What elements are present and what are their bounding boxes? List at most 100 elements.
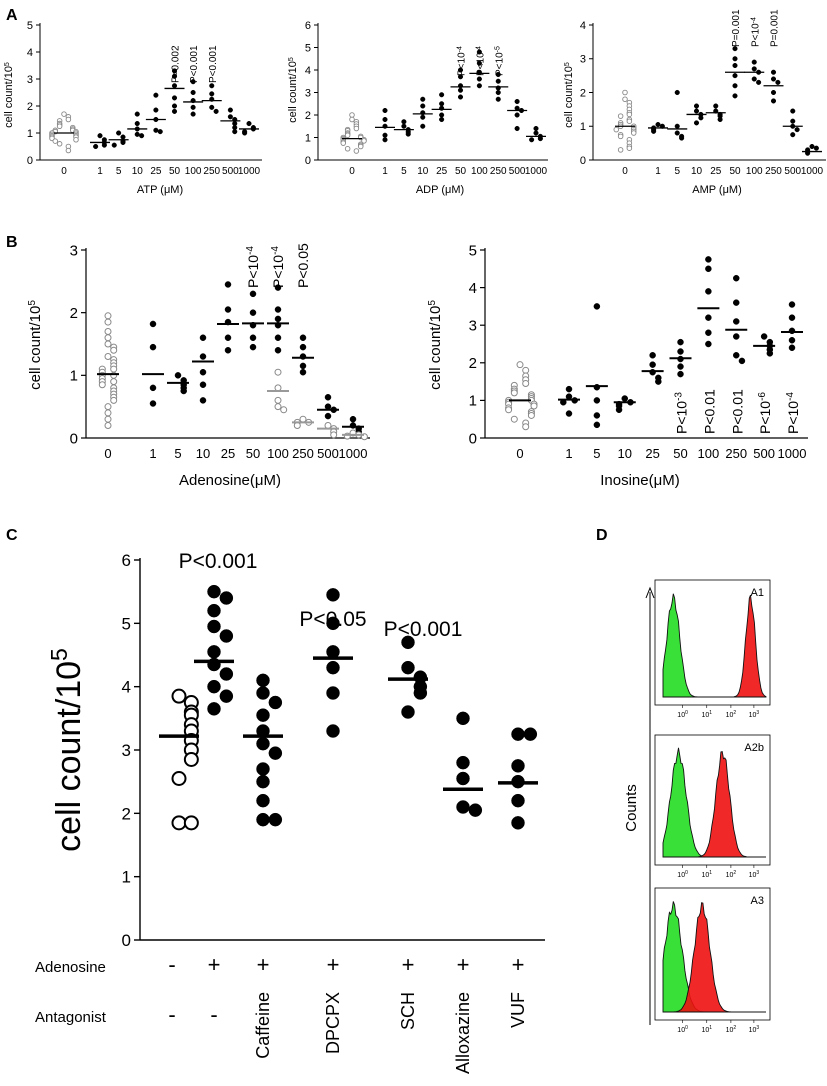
adenosine-sign: + bbox=[327, 952, 340, 977]
data-point bbox=[199, 381, 207, 388]
data-point bbox=[420, 96, 426, 102]
y-tick-label: 3 bbox=[580, 54, 586, 66]
data-point bbox=[514, 112, 520, 118]
data-point bbox=[190, 79, 196, 85]
data-point bbox=[299, 362, 307, 370]
x-tick-label: 5 bbox=[593, 446, 600, 461]
p-value-annotation: P<10-3 bbox=[673, 392, 690, 434]
data-point bbox=[190, 89, 196, 96]
data-point bbox=[751, 76, 757, 82]
data-point bbox=[775, 79, 781, 85]
p-value-annotation: P<0.001 bbox=[189, 45, 200, 83]
p-value-annotation: P<10-4 bbox=[456, 46, 468, 76]
data-point bbox=[171, 108, 178, 114]
p-value-annotation: P<10-6 bbox=[757, 392, 774, 434]
x-axis-label: Inosine(μM) bbox=[600, 472, 680, 489]
data-point bbox=[219, 591, 234, 605]
data-point bbox=[533, 130, 539, 136]
y-axis-label: cell count/105 bbox=[27, 300, 45, 390]
x-tick-label: 0 bbox=[61, 166, 67, 177]
data-point bbox=[199, 334, 207, 341]
data-point bbox=[224, 306, 232, 313]
x-tick-label: 500 bbox=[753, 446, 775, 461]
data-point bbox=[476, 83, 482, 89]
data-point bbox=[349, 415, 357, 423]
data-point bbox=[256, 812, 270, 827]
x-tick-label: 101 bbox=[701, 1025, 712, 1034]
data-point bbox=[655, 122, 661, 128]
x-tick-label: 103 bbox=[749, 870, 760, 879]
data-point bbox=[326, 588, 340, 602]
data-point-control bbox=[61, 111, 67, 117]
data-point bbox=[199, 397, 207, 404]
x-tick-label: 25 bbox=[436, 166, 448, 177]
data-point-grey bbox=[330, 431, 338, 439]
data-point-control bbox=[361, 138, 367, 144]
data-point bbox=[456, 800, 470, 814]
panel-label-c: C bbox=[6, 527, 18, 544]
data-point-control bbox=[357, 143, 364, 150]
x-tick-label: 25 bbox=[221, 446, 235, 461]
data-point bbox=[770, 76, 777, 82]
data-point bbox=[401, 705, 415, 719]
data-point-control bbox=[65, 116, 72, 123]
data-point bbox=[677, 370, 684, 378]
data-point bbox=[621, 395, 628, 402]
data-point bbox=[326, 645, 340, 659]
data-point bbox=[171, 103, 178, 109]
data-point bbox=[299, 343, 307, 351]
data-point bbox=[274, 315, 282, 323]
data-point bbox=[593, 397, 601, 404]
data-point bbox=[456, 771, 470, 786]
data-point bbox=[733, 318, 740, 325]
data-point bbox=[268, 695, 283, 710]
x-tick-label: 250 bbox=[725, 446, 747, 461]
data-point-control bbox=[349, 116, 355, 123]
data-point bbox=[733, 274, 740, 282]
data-point-control bbox=[171, 771, 187, 786]
data-point bbox=[732, 56, 738, 62]
data-point bbox=[794, 127, 800, 133]
data-point bbox=[382, 132, 388, 138]
data-point-control bbox=[630, 130, 637, 136]
data-point bbox=[511, 727, 525, 741]
data-point bbox=[227, 107, 233, 113]
data-point bbox=[209, 83, 215, 89]
data-point bbox=[219, 667, 234, 681]
data-point bbox=[813, 145, 819, 151]
data-point-control bbox=[65, 147, 72, 154]
data-point bbox=[565, 385, 573, 393]
y-tick-label: 2 bbox=[27, 101, 33, 113]
data-point bbox=[149, 343, 157, 351]
data-point bbox=[324, 403, 332, 410]
data-point bbox=[717, 116, 723, 123]
antagonist-name: Caffeine bbox=[253, 992, 273, 1059]
y-tick-label: 4 bbox=[122, 678, 131, 697]
x-tick-label: 5 bbox=[116, 166, 122, 177]
panel-label-a: A bbox=[6, 7, 18, 24]
x-tick-label: 250 bbox=[203, 166, 220, 177]
data-point bbox=[751, 66, 757, 72]
data-point bbox=[495, 96, 501, 102]
x-tick-label: 100 bbox=[471, 166, 488, 177]
data-point bbox=[274, 347, 282, 354]
antagonist-name: VUF bbox=[508, 992, 528, 1028]
data-point bbox=[149, 320, 157, 328]
data-point bbox=[468, 803, 483, 817]
y-tick-label: 4 bbox=[27, 47, 33, 59]
data-point bbox=[256, 762, 270, 776]
data-point-control bbox=[56, 141, 63, 147]
antagonist-name: DPCPX bbox=[323, 992, 343, 1054]
histogram-a1: A1 100 101 102 103 bbox=[654, 579, 771, 719]
y-tick-label: 5 bbox=[122, 614, 131, 633]
data-point-grey bbox=[280, 406, 288, 414]
data-point bbox=[134, 121, 140, 127]
x-tick-label: 100 bbox=[185, 166, 202, 177]
data-point-control bbox=[104, 334, 112, 342]
data-point-grey bbox=[274, 403, 282, 411]
x-tick-label: 1000 bbox=[801, 166, 824, 177]
data-point-control bbox=[353, 148, 360, 154]
data-point bbox=[157, 129, 163, 135]
x-tick-label: 103 bbox=[749, 710, 760, 719]
data-point bbox=[456, 711, 470, 726]
